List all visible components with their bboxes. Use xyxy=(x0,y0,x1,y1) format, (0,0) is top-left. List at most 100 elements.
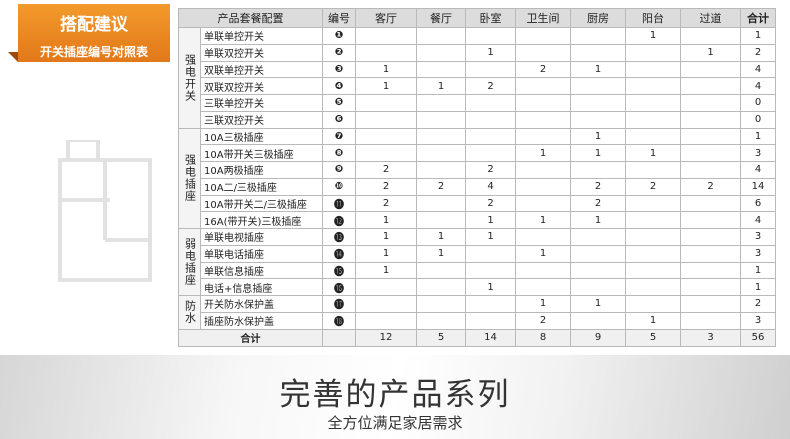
item-name: 16A(带开关)三极插座 xyxy=(200,211,323,229)
cell xyxy=(322,328,356,347)
cell xyxy=(515,278,571,296)
cell: 4 xyxy=(740,211,776,229)
cell xyxy=(625,43,681,62)
cell xyxy=(625,261,681,280)
cell: 2 xyxy=(740,295,776,313)
cell: 3 xyxy=(740,144,776,162)
cell: 1 xyxy=(625,311,681,330)
cell: 1 xyxy=(355,211,417,229)
cell: 1 xyxy=(416,228,466,246)
cell: 1 xyxy=(740,27,776,45)
cell xyxy=(515,194,571,213)
cell: 2 xyxy=(515,311,571,330)
cell xyxy=(416,311,466,330)
cell: 1 xyxy=(740,127,776,146)
table-row: 防水 开关防水保护盖 ⓱ 1 1 2 xyxy=(178,295,776,330)
cell: 2 xyxy=(355,161,417,179)
cell: 3 xyxy=(740,228,776,246)
group-label: 强电开关 xyxy=(178,27,201,129)
cell xyxy=(416,94,466,112)
cell xyxy=(680,311,741,330)
item-number: ❸ xyxy=(322,60,356,79)
badge-subtitle: 开关插座编号对照表 xyxy=(39,45,148,59)
cell: 2 xyxy=(680,177,741,196)
cell xyxy=(625,94,681,112)
cell xyxy=(680,27,741,45)
cell xyxy=(680,295,741,313)
cell xyxy=(570,161,626,179)
table-row: 双联单控开关 ❸ 1 2 1 4 xyxy=(179,60,776,79)
item-name: 电话+信息插座 xyxy=(200,278,323,296)
cell xyxy=(680,161,741,179)
item-name: 单联电话插座 xyxy=(200,244,323,263)
cell: 1 xyxy=(570,127,626,146)
header-cell: 阳台 xyxy=(625,8,681,28)
cell xyxy=(625,161,681,179)
total-label: 合计 xyxy=(178,328,323,347)
header-cell: 产品套餐配置 xyxy=(178,8,323,28)
cell xyxy=(416,43,466,62)
cell: 1 xyxy=(515,244,571,263)
total-cell: 8 xyxy=(515,328,571,347)
cell xyxy=(515,110,571,129)
item-name: 双联单控开关 xyxy=(200,60,323,79)
cell: 2 xyxy=(625,177,681,196)
cell xyxy=(570,110,626,129)
banner-subtitle: 全方位满足家居需求 xyxy=(327,414,463,432)
cell: 1 xyxy=(355,261,417,280)
table-row: 电话+信息插座 ⓰ 1 1 xyxy=(179,278,776,296)
cell xyxy=(355,27,417,45)
group-label: 弱电插座 xyxy=(178,228,201,296)
cell xyxy=(355,43,417,62)
floor-plan xyxy=(58,140,152,282)
item-number: ⓯ xyxy=(322,261,356,280)
cell: 1 xyxy=(740,278,776,296)
cell xyxy=(465,60,516,79)
cell xyxy=(465,94,516,112)
cell: 0 xyxy=(740,94,776,112)
cell xyxy=(355,278,417,296)
item-number: ❼ xyxy=(322,127,356,146)
item-name: 单联双控开关 xyxy=(200,43,323,62)
cell xyxy=(625,77,681,95)
cell xyxy=(515,77,571,95)
cell: 1 xyxy=(570,295,626,313)
cell: 1 xyxy=(355,228,417,246)
cell xyxy=(416,127,466,146)
cell: 2 xyxy=(570,177,626,196)
badge: 搭配建议 开关插座编号对照表 xyxy=(18,4,170,62)
cell: 1 xyxy=(515,295,571,313)
cell: 1 xyxy=(465,43,516,62)
cell xyxy=(465,27,516,45)
total-cell: 56 xyxy=(740,328,776,347)
item-number: ❿ xyxy=(322,177,356,196)
cell xyxy=(465,261,516,280)
table-row: 单联信息插座 ⓯ 1 1 xyxy=(179,261,776,280)
total-cell: 5 xyxy=(416,328,466,347)
item-name: 单联单控开关 xyxy=(200,27,323,45)
cell xyxy=(515,94,571,112)
item-number: ⓫ xyxy=(322,194,356,213)
table-row: 10A带开关三极插座 ❽ 1 1 1 3 xyxy=(179,144,776,162)
cell xyxy=(680,127,741,146)
item-number: ❻ xyxy=(322,110,356,129)
cell xyxy=(680,77,741,95)
cell xyxy=(570,278,626,296)
table: 产品套餐配置 编号 客厅 餐厅 卧室 卫生间 厨房 阳台 过道 合计 强电开关 单联单控开关 ❶ 1 1 单联… xyxy=(178,8,776,347)
item-number: ❺ xyxy=(322,94,356,112)
cell: 1 xyxy=(740,261,776,280)
cell xyxy=(570,77,626,95)
cell xyxy=(416,144,466,162)
cell xyxy=(625,228,681,246)
cell xyxy=(570,94,626,112)
item-number: ⓲ xyxy=(322,311,356,330)
table-row: 产品套餐配置 编号 客厅 餐厅 卧室 卫生间 厨房 阳台 过道 合计 xyxy=(178,8,776,28)
cell xyxy=(355,295,417,313)
cell xyxy=(680,110,741,129)
item-name: 开关防水保护盖 xyxy=(200,295,323,313)
cell: 2 xyxy=(740,43,776,62)
cell: 3 xyxy=(740,311,776,330)
badge-tail xyxy=(8,52,18,62)
cell xyxy=(465,127,516,146)
